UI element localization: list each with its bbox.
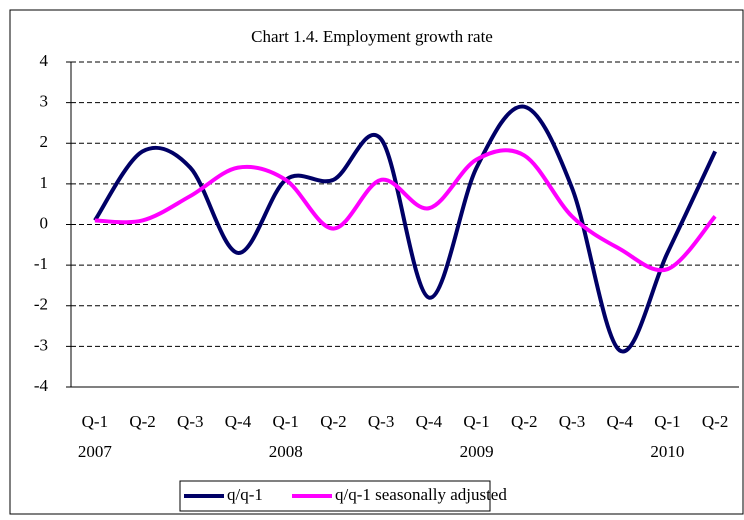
chart-frame [9, 9, 744, 515]
x-tick-label: Q-3 [177, 412, 203, 431]
y-tick-label: 2 [40, 132, 49, 151]
x-tick-label: Q-2 [320, 412, 346, 431]
x-tick-label: Q-2 [129, 412, 155, 431]
y-tick-label: 0 [40, 213, 49, 232]
year-label: 2009 [460, 442, 494, 461]
legend-label: q/q-1 seasonally adjusted [335, 485, 507, 504]
year-label: 2010 [650, 442, 684, 461]
y-tick-label: -4 [34, 376, 49, 395]
y-tick-label: -1 [34, 254, 48, 273]
y-tick-label: -2 [34, 295, 48, 314]
legend-label: q/q-1 [227, 485, 263, 504]
year-label: 2007 [78, 442, 113, 461]
x-tick-label: Q-1 [463, 412, 489, 431]
series-line [94, 148, 717, 273]
x-tick-label: Q-4 [225, 412, 252, 431]
x-tick-label: Q-1 [82, 412, 108, 431]
y-tick-label: 4 [40, 51, 49, 70]
x-tick-label: Q-2 [511, 412, 537, 431]
x-tick-label: Q-1 [654, 412, 680, 431]
x-tick-label: Q-3 [559, 412, 585, 431]
y-tick-label: 3 [40, 92, 49, 111]
x-tick-label: Q-4 [416, 412, 443, 431]
y-tick-label: 1 [40, 173, 49, 192]
x-tick-label: Q-4 [606, 412, 633, 431]
legend-box [179, 480, 491, 512]
x-tick-label: Q-2 [702, 412, 728, 431]
x-tick-label: Q-1 [272, 412, 298, 431]
series-line [93, 104, 717, 354]
year-label: 2008 [269, 442, 303, 461]
x-tick-label: Q-3 [368, 412, 394, 431]
chart-title: Chart 1.4. Employment growth rate [251, 27, 493, 46]
y-tick-label: -3 [34, 335, 48, 354]
